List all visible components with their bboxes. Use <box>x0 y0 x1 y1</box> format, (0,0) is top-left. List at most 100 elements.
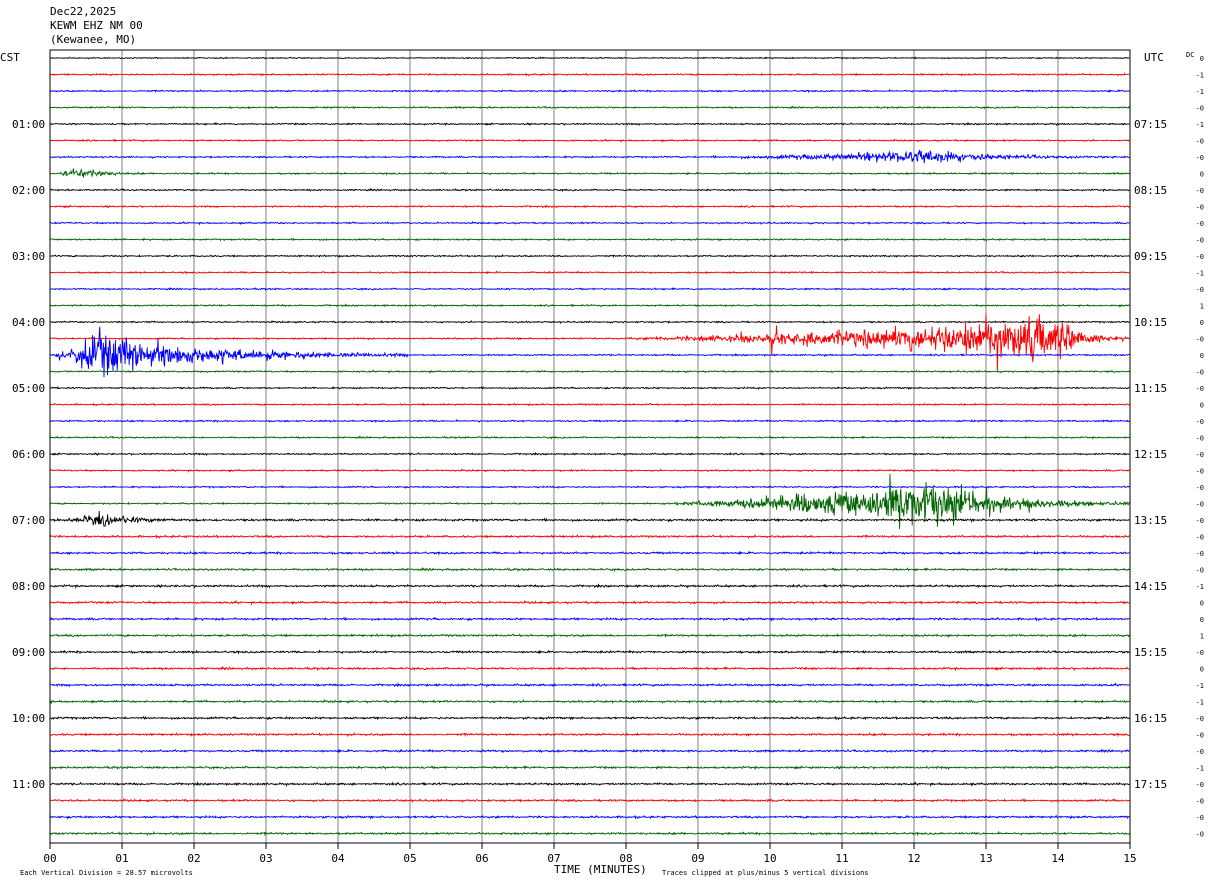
axis-labels: CST UTC DC TIME (MINUTES) Each Vertical … <box>0 51 1204 877</box>
dc-offset-label: -0 <box>1196 253 1204 261</box>
x-tick-label: 11 <box>835 852 848 865</box>
utc-hour-label: 17:15 <box>1134 778 1167 791</box>
trace-line <box>49 187 1130 193</box>
x-tick-label: 05 <box>403 852 416 865</box>
trace-line <box>49 599 1130 606</box>
dc-offset-label: -0 <box>1196 798 1204 806</box>
footer-clip-note: Traces clipped at plus/minus 5 vertical … <box>662 869 869 877</box>
dc-offset-label: -0 <box>1196 154 1204 162</box>
trace-line <box>49 435 1130 440</box>
trace-line <box>49 616 1130 622</box>
dc-offset-label: -1 <box>1196 270 1204 278</box>
trace-line <box>49 731 1130 738</box>
dc-offset-label: -0 <box>1196 732 1204 740</box>
cst-hour-label: 05:00 <box>12 382 45 395</box>
dc-offset-label: -1 <box>1196 699 1204 707</box>
trace-line <box>49 765 1130 771</box>
trace-line <box>49 748 1130 754</box>
dc-offset-label: 0 <box>1200 171 1204 179</box>
trace-line <box>49 583 1130 589</box>
dc-offset-label: -0 <box>1196 187 1204 195</box>
trace-line <box>50 473 1130 530</box>
dc-offset-label: -0 <box>1196 385 1204 393</box>
station-label: KEWM EHZ NM 00 <box>50 19 143 32</box>
trace-line <box>49 510 1130 527</box>
cst-hour-label: 03:00 <box>12 250 45 263</box>
trace-line <box>49 682 1130 688</box>
utc-hour-label: 15:15 <box>1134 646 1167 659</box>
dc-offset-label: 0 <box>1200 402 1204 410</box>
date-label: Dec22,2025 <box>50 5 117 18</box>
utc-hour-label: 16:15 <box>1134 712 1167 725</box>
dc-offset-label: -0 <box>1196 649 1204 657</box>
trace-line <box>49 220 1130 226</box>
trace-line <box>49 814 1130 820</box>
trace-line <box>49 313 1130 372</box>
trace-line <box>49 204 1130 209</box>
trace-line <box>49 286 1130 292</box>
cst-hour-label: 01:00 <box>12 118 45 131</box>
dc-offset-label: -0 <box>1196 451 1204 459</box>
x-tick-label: 12 <box>907 852 920 865</box>
utc-hour-label: 12:15 <box>1134 448 1167 461</box>
trace-line <box>49 237 1130 242</box>
left-timezone-label: CST <box>0 51 20 64</box>
trace-line <box>49 550 1130 556</box>
dc-offset-label: 0 <box>1200 352 1204 360</box>
x-tick-label: 04 <box>331 852 345 865</box>
trace-line <box>49 632 1130 639</box>
dc-offset-label: -0 <box>1196 418 1204 426</box>
x-tick-label: 03 <box>259 852 272 865</box>
trace-line <box>49 303 1130 308</box>
trace-line <box>49 72 1130 77</box>
dc-offset-label: -0 <box>1196 369 1204 377</box>
x-tick-label: 02 <box>187 852 200 865</box>
trace-line <box>50 386 1130 391</box>
trace-line <box>49 168 1130 178</box>
dc-offset-label: -0 <box>1196 501 1204 509</box>
dc-offset-label: -0 <box>1196 814 1204 822</box>
dc-offset-label: 0 <box>1200 616 1204 624</box>
trace-line <box>49 698 1130 705</box>
trace-line <box>49 649 1130 655</box>
trace-line <box>49 451 1130 457</box>
trace-line <box>49 830 1130 837</box>
x-axis-title: TIME (MINUTES) <box>554 863 647 876</box>
utc-hour-label: 08:15 <box>1134 184 1167 197</box>
dc-offset-label: -0 <box>1196 550 1204 558</box>
dc-offset-label: -0 <box>1196 468 1204 476</box>
dc-header-label: DC <box>1186 51 1194 59</box>
trace-line <box>49 566 1130 573</box>
dc-offset-label: -0 <box>1196 286 1204 294</box>
trace-line <box>49 138 1130 143</box>
dc-offset-label: -1 <box>1196 88 1204 96</box>
dc-offset-label: -1 <box>1196 682 1204 690</box>
dc-offset-label: 0 <box>1200 666 1204 674</box>
dc-offset-label: -0 <box>1196 831 1204 839</box>
trace-line <box>49 715 1130 721</box>
trace-line <box>49 56 1130 60</box>
dc-offset-label: -0 <box>1196 138 1204 146</box>
cst-hour-label: 07:00 <box>12 514 45 527</box>
trace-line <box>49 533 1130 540</box>
trace-line <box>49 150 1130 164</box>
trace-line <box>49 253 1130 258</box>
dc-offset-label: -0 <box>1196 567 1204 575</box>
x-tick-label: 09 <box>691 852 704 865</box>
trace-line <box>50 105 1130 110</box>
dc-offset-label: -0 <box>1196 237 1204 245</box>
utc-hour-label: 14:15 <box>1134 580 1167 593</box>
utc-hour-label: 11:15 <box>1134 382 1167 395</box>
dc-offset-label: 0 <box>1200 55 1204 63</box>
utc-hour-label: 07:15 <box>1134 118 1167 131</box>
dc-offset-label: -0 <box>1196 105 1204 113</box>
plot-frame <box>49 49 1131 844</box>
dc-offset-label: -0 <box>1196 781 1204 789</box>
minute-grid <box>121 50 1059 843</box>
utc-hour-label: 13:15 <box>1134 514 1167 527</box>
dc-offset-label: -0 <box>1196 204 1204 212</box>
dc-offset-label: -0 <box>1196 220 1204 228</box>
trace-line <box>49 781 1130 788</box>
dc-offset-label: -0 <box>1196 517 1204 525</box>
